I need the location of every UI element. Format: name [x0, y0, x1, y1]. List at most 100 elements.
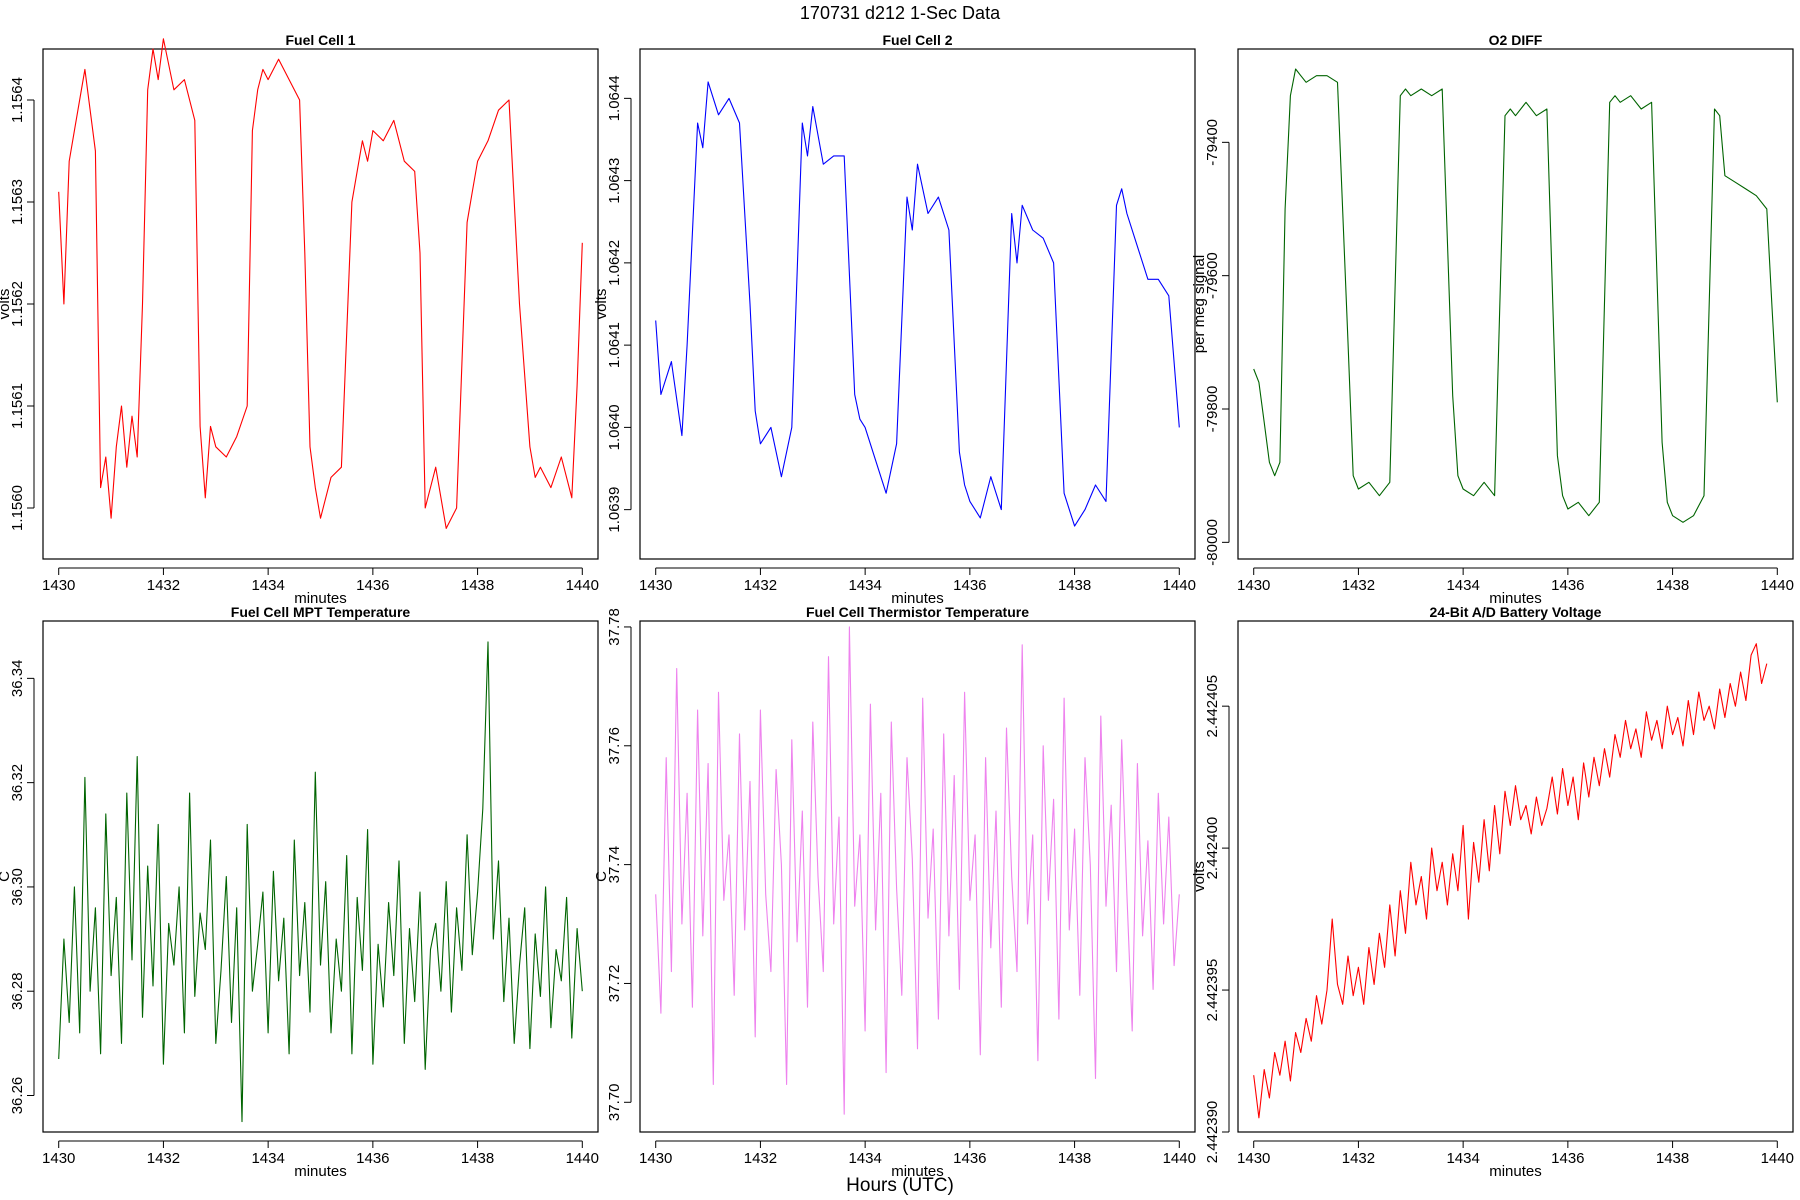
series-line-thermistor-temperature: [655, 626, 1180, 1115]
y-tick-label: 36.32: [9, 764, 26, 802]
plot-frame: [639, 620, 1196, 1133]
series-line-mpt-temperature: [58, 641, 583, 1123]
y-axis-label: C: [0, 871, 13, 882]
panel-title: Fuel Cell MPT Temperature: [231, 604, 411, 620]
panel-fuel-cell-1: Fuel Cell 1 1430 1432 1434 1436 1438 1440 minut…: [0, 32, 599, 607]
x-tick-label: 1436: [1551, 577, 1584, 594]
y-tick-label: -80000: [1204, 519, 1221, 566]
figure-outer-xlabel: Hours (UTC): [846, 1175, 954, 1196]
y-tick-label: 37.70: [606, 1084, 623, 1122]
x-tick-label: 1440: [1761, 577, 1794, 594]
plot-frame: [639, 48, 1196, 560]
x-axis-label: minutes: [294, 590, 347, 607]
y-tick-label: 36.34: [9, 660, 26, 698]
x-tick-label: 1434: [848, 1150, 881, 1167]
x-tick-label: 1432: [1342, 577, 1375, 594]
x-tick-label: 1438: [1058, 577, 1091, 594]
x-tick-label: 1436: [1551, 1150, 1584, 1167]
x-tick-label: 1440: [1163, 577, 1196, 594]
x-axis-label: minutes: [1489, 1163, 1542, 1180]
y-tick-label: 37.72: [606, 965, 623, 1003]
plot-frame: [42, 48, 599, 560]
x-tick-label: 1434: [1446, 577, 1479, 594]
x-tick-label: 1436: [953, 577, 986, 594]
y-tick-label: 37.78: [606, 608, 623, 646]
x-tick-label: 1430: [1237, 577, 1270, 594]
x-tick-label: 1438: [1656, 1150, 1689, 1167]
y-tick-label: 36.26: [9, 1077, 26, 1115]
y-tick-label: 1.0644: [606, 75, 623, 121]
y-tick-label: 2.442390: [1204, 1101, 1221, 1164]
y-tick-label: 1.1562: [9, 281, 26, 327]
panel-title: 24-Bit A/D Battery Voltage: [1430, 604, 1602, 620]
y-axis-label: volts: [1191, 861, 1208, 892]
panel-title: Fuel Cell 2: [882, 32, 952, 48]
y-tick-label: 37.76: [606, 727, 623, 765]
x-tick-label: 1432: [147, 577, 180, 594]
y-tick-label: 1.1560: [9, 485, 26, 531]
panel-o2-diff: O2 DIFF 1430 1432 1434 1436 1438 1440 minutes -8…: [1191, 32, 1794, 607]
x-tick-label: 1438: [461, 577, 494, 594]
x-tick-label: 1434: [251, 577, 284, 594]
panel-fuel-cell-2: Fuel Cell 2 1430 1432 1434 1436 1438 1440 minut…: [593, 32, 1196, 607]
series-line-battery-voltage: [1253, 643, 1768, 1119]
x-tick-label: 1438: [1656, 577, 1689, 594]
x-tick-label: 1432: [1342, 1150, 1375, 1167]
x-tick-label: 1440: [1761, 1150, 1794, 1167]
x-tick-label: 1440: [1163, 1150, 1196, 1167]
y-tick-label: 36.28: [9, 972, 26, 1010]
panel-mpt-temperature: Fuel Cell MPT Temperature 1430 1432 1434 143…: [0, 604, 599, 1180]
y-tick-label: 2.442400: [1204, 817, 1221, 880]
plot-frame: [1237, 48, 1794, 560]
series-line-fuel-cell-2: [655, 81, 1180, 527]
panel-title: Fuel Cell Thermistor Temperature: [806, 604, 1029, 620]
x-tick-label: 1430: [42, 577, 75, 594]
x-tick-label: 1436: [356, 577, 389, 594]
x-tick-label: 1432: [147, 1150, 180, 1167]
panel-battery-voltage: 24-Bit A/D Battery Voltage 1430 1432 1434 14…: [1191, 604, 1794, 1180]
y-tick-label: -79600: [1204, 252, 1221, 299]
x-tick-label: 1436: [953, 1150, 986, 1167]
y-tick-label: 1.1563: [9, 179, 26, 225]
x-tick-label: 1430: [639, 1150, 672, 1167]
x-tick-label: 1436: [356, 1150, 389, 1167]
figure-main-title: 170731 d212 1-Sec Data: [800, 3, 1001, 23]
panel-title: Fuel Cell 1: [285, 32, 355, 48]
x-axis-label: minutes: [1489, 590, 1542, 607]
x-tick-label: 1438: [1058, 1150, 1091, 1167]
y-tick-label: 1.0639: [606, 487, 623, 533]
plot-frame: [1237, 620, 1794, 1133]
y-tick-label: 1.0642: [606, 240, 623, 286]
x-tick-label: 1434: [1446, 1150, 1479, 1167]
y-tick-label: -79400: [1204, 119, 1221, 166]
y-tick-label: 1.0643: [606, 158, 623, 204]
x-axis-label: minutes: [294, 1163, 347, 1180]
x-tick-label: 1440: [566, 577, 599, 594]
series-line-fuel-cell-1: [58, 38, 583, 529]
y-tick-label: 1.1561: [9, 383, 26, 429]
y-tick-label: 1.0641: [606, 322, 623, 368]
x-tick-label: 1438: [461, 1150, 494, 1167]
x-tick-label: 1434: [251, 1150, 284, 1167]
y-tick-label: -79800: [1204, 386, 1221, 433]
x-tick-label: 1434: [848, 577, 881, 594]
x-axis-label: minutes: [891, 1163, 944, 1180]
y-tick-label: 2.442405: [1204, 675, 1221, 738]
y-tick-label: 1.0640: [606, 404, 623, 450]
x-axis-label: minutes: [891, 590, 944, 607]
panel-grid: Fuel Cell 1 1430 1432 1434 1436 1438 1440 minut…: [0, 32, 1794, 1180]
plot-frame: [42, 620, 599, 1133]
y-axis-label: C: [593, 871, 610, 882]
panel-title: O2 DIFF: [1489, 32, 1543, 48]
x-tick-label: 1432: [744, 1150, 777, 1167]
x-tick-label: 1430: [1237, 1150, 1270, 1167]
x-tick-label: 1432: [744, 577, 777, 594]
y-tick-label: 37.74: [606, 846, 623, 884]
y-tick-label: 2.442395: [1204, 959, 1221, 1022]
x-tick-label: 1430: [42, 1150, 75, 1167]
y-tick-label: 1.1564: [9, 77, 26, 123]
panel-thermistor-temperature: Fuel Cell Thermistor Temperature 1430 1432…: [593, 604, 1196, 1180]
x-tick-label: 1430: [639, 577, 672, 594]
y-axis-label: volts: [0, 289, 13, 320]
